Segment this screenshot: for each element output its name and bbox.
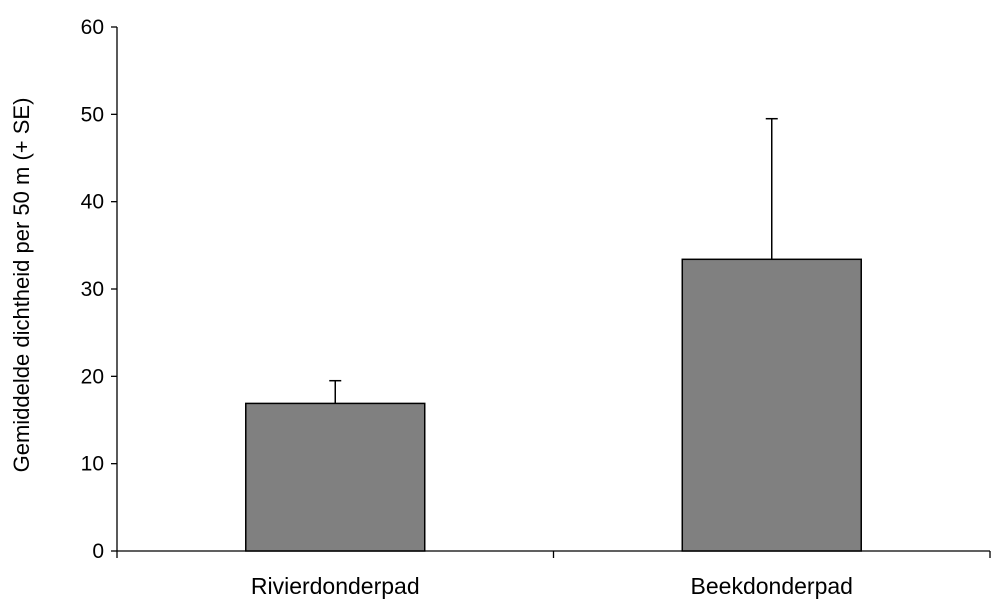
- y-tick-label: 30: [81, 278, 104, 301]
- category-labels: Rivierdonderpad Beekdonderpad: [251, 573, 853, 599]
- y-ticks: 0 10 20 30 40 50 60: [81, 16, 117, 563]
- error-bars: [329, 117, 778, 404]
- x-category-label: Beekdonderpad: [691, 573, 853, 599]
- x-category-label: Rivierdonderpad: [251, 573, 420, 599]
- y-axis-title: Gemiddelde dichtheid per 50 m (+ SE): [9, 98, 34, 473]
- y-tick-label: 10: [81, 453, 104, 476]
- bar: [681, 258, 862, 552]
- y-tick-label: 0: [92, 540, 104, 563]
- bars: [245, 258, 862, 552]
- y-tick-label: 50: [81, 103, 104, 126]
- y-tick-label: 60: [81, 16, 104, 39]
- x-ticks: [116, 551, 991, 558]
- bar: [245, 402, 426, 552]
- y-tick-label: 20: [81, 365, 104, 388]
- y-tick-label: 40: [81, 191, 104, 214]
